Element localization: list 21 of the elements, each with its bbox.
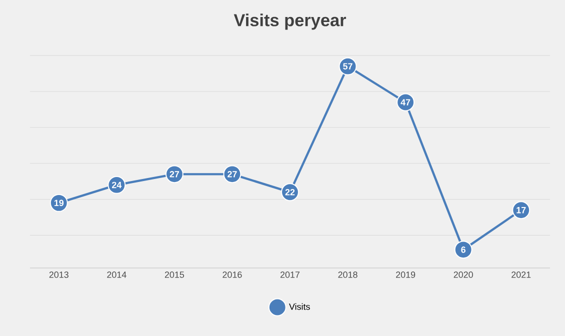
x-tick-label: 2020 (454, 272, 473, 278)
x-tick-label: 2013 (49, 272, 68, 278)
data-label: 6 (461, 246, 466, 253)
x-tick-label: 2015 (164, 272, 184, 278)
x-tick-label: 2018 (338, 272, 358, 278)
legend-label: Visits (289, 303, 310, 310)
x-tick-label: 2019 (396, 272, 416, 278)
chart-title: Visits peryear (234, 14, 346, 30)
x-tick-label: 2021 (512, 272, 531, 278)
point (454, 240, 472, 259)
x-tick-label: 2016 (222, 272, 242, 278)
data-label: 19 (54, 200, 64, 206)
data-label: 17 (516, 207, 526, 214)
data-label: 27 (228, 171, 237, 178)
x-tick-label: 2014 (107, 272, 126, 278)
data-label: 27 (170, 171, 180, 178)
data-label: 57 (343, 63, 352, 70)
data-label: 47 (400, 99, 410, 106)
data-label: 22 (285, 189, 295, 196)
x-tick-label: 2017 (280, 272, 300, 278)
data-label: 24 (112, 182, 122, 188)
